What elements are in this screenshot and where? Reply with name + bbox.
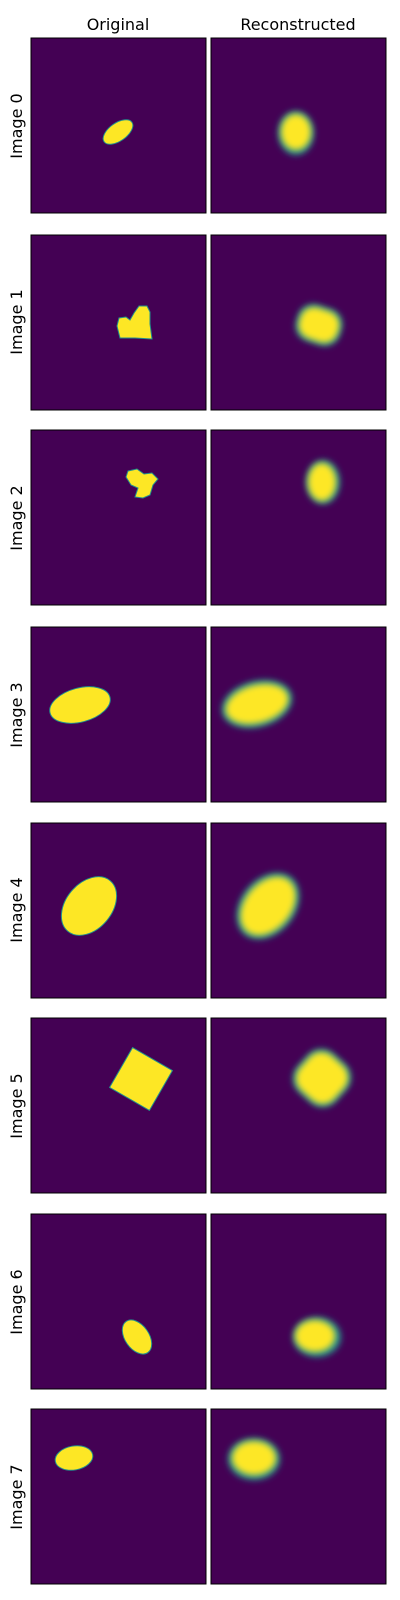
panel-reconstructed-4	[210, 822, 387, 999]
panel-reconstructed-7	[210, 1408, 387, 1585]
shape-reconstructed-6	[295, 1320, 335, 1352]
shape-reconstructed-0	[281, 114, 311, 150]
panel-reconstructed-6	[210, 1213, 387, 1390]
shape-original-5	[108, 1046, 174, 1112]
panel-original-7	[30, 1408, 207, 1585]
row-label-image-7: Image 7	[7, 1464, 26, 1529]
row-label-image-1: Image 1	[7, 289, 26, 354]
shape-reconstructed-3	[225, 683, 289, 725]
panel-original-5	[30, 1017, 207, 1194]
shape-original-6	[121, 1319, 153, 1355]
shape-reconstructed-2	[308, 463, 336, 501]
panel-original-0	[30, 37, 207, 214]
row-label-image-2: Image 2	[7, 485, 26, 550]
row-label-image-0: Image 0	[7, 93, 26, 158]
row-label-image-6: Image 6	[7, 1269, 26, 1334]
column-title-reconstructed: Reconstructed	[240, 15, 355, 34]
row-label-image-4: Image 4	[7, 877, 26, 942]
shape-original-1	[116, 305, 153, 340]
panel-original-1	[30, 234, 207, 411]
row-label-image-3: Image 3	[7, 682, 26, 747]
shape-original-4	[60, 876, 118, 936]
panel-original-6	[30, 1213, 207, 1390]
panel-reconstructed-1	[210, 234, 387, 411]
column-title-original: Original	[87, 15, 150, 34]
shape-reconstructed-4	[240, 876, 296, 936]
panel-reconstructed-5	[210, 1017, 387, 1194]
shape-original-7	[54, 1445, 94, 1471]
panel-original-3	[30, 626, 207, 803]
shape-original-3	[49, 686, 111, 724]
panel-reconstructed-3	[210, 626, 387, 803]
panel-reconstructed-2	[210, 429, 387, 606]
panel-original-2	[30, 429, 207, 606]
panel-reconstructed-0	[210, 37, 387, 214]
shape-original-0	[102, 119, 134, 145]
panel-original-4	[30, 822, 207, 999]
shape-reconstructed-7	[232, 1441, 276, 1475]
row-label-image-5: Image 5	[7, 1073, 26, 1138]
shape-original-2	[125, 468, 159, 499]
